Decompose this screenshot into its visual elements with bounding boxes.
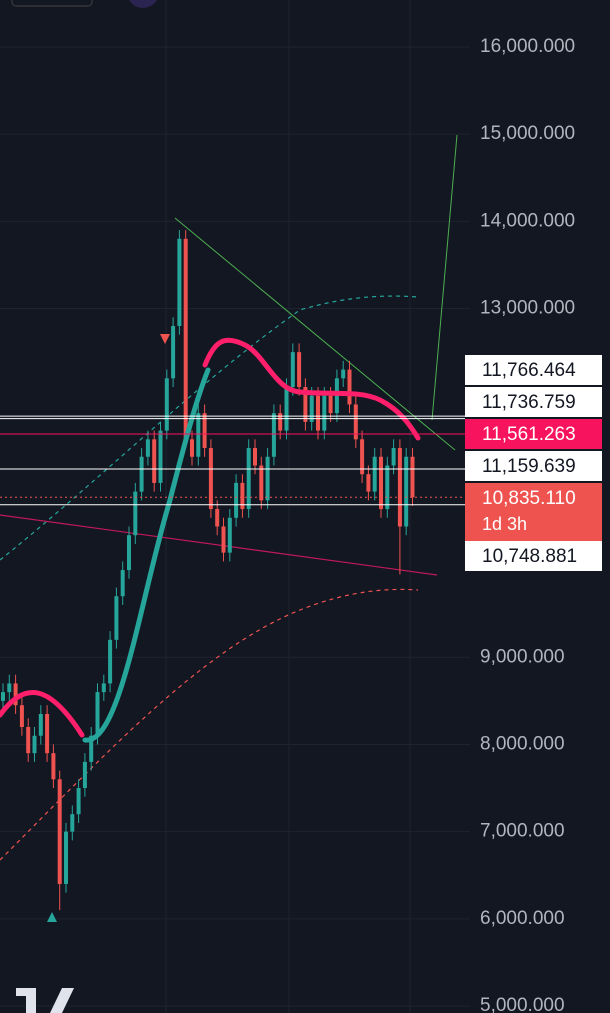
candle-body xyxy=(145,439,150,457)
price-labels: 11,766.464 11,736.759 11,561.263 11,159.639… xyxy=(0,355,602,571)
candle-body xyxy=(215,509,220,527)
candle-body xyxy=(297,352,302,388)
price-label: 10,748.881 xyxy=(482,546,577,567)
y-tick-label: 16,000.000 xyxy=(480,36,575,57)
y-tick-label: 13,000.000 xyxy=(480,298,575,319)
candle-body xyxy=(1,692,5,701)
candle-body xyxy=(290,352,295,388)
candle-body xyxy=(316,395,320,431)
candle-body xyxy=(101,683,106,693)
price-label: 10,835.110 xyxy=(482,488,576,509)
candle-body xyxy=(171,325,176,379)
candle-body xyxy=(309,395,314,422)
price-label-box xyxy=(465,387,602,417)
price-axis: 5,000.000 6,000.000 7,000.000 8,000.000 9,00… xyxy=(480,36,575,1013)
candle-body xyxy=(353,404,358,440)
candle-body xyxy=(51,753,56,780)
price-label-box xyxy=(465,419,602,449)
candle-body xyxy=(38,713,43,736)
candle-body xyxy=(379,456,383,510)
price-label-box xyxy=(465,541,602,571)
logo xyxy=(16,988,74,1013)
candle-body xyxy=(190,439,194,457)
candle-body xyxy=(234,482,239,518)
candle-body xyxy=(45,713,50,754)
candle-body xyxy=(360,439,365,475)
candle-body xyxy=(227,517,232,553)
price-label-box xyxy=(465,483,602,543)
candle-body xyxy=(246,448,251,510)
candle-body xyxy=(208,448,213,510)
candle-body xyxy=(70,814,75,832)
candle-body xyxy=(259,465,264,501)
candle-body xyxy=(89,735,94,762)
candle-body xyxy=(391,448,396,466)
candle-body xyxy=(76,788,81,815)
y-tick-label: 9,000.000 xyxy=(480,646,565,667)
y-tick-label: 14,000.000 xyxy=(480,210,575,231)
candle-body xyxy=(120,570,125,597)
candle-body xyxy=(366,474,371,492)
y-tick-label: 6,000.000 xyxy=(480,908,565,929)
candle-body xyxy=(328,395,333,414)
grid-group xyxy=(0,46,470,1007)
candle-body xyxy=(240,482,245,510)
candle-body xyxy=(278,413,283,431)
price-label-box xyxy=(465,451,602,481)
countdown: 1d 3h xyxy=(482,514,527,534)
price-label: 11,736.759 xyxy=(482,392,576,413)
candle-body xyxy=(284,387,289,431)
candle-body xyxy=(7,683,12,693)
candle-body xyxy=(372,456,377,492)
buy-marker xyxy=(47,912,57,922)
candle-body xyxy=(133,491,138,536)
candle-body xyxy=(64,831,68,884)
candle-body xyxy=(221,526,226,553)
candle-body xyxy=(385,465,390,510)
price-label: 11,766.464 xyxy=(482,360,576,381)
price-label: 11,159.639 xyxy=(482,456,576,477)
y-tick-label: 15,000.000 xyxy=(480,123,575,144)
candle-body xyxy=(158,430,163,483)
avatar[interactable] xyxy=(127,0,159,8)
candle-body xyxy=(265,456,270,501)
candle-body xyxy=(341,369,346,379)
candle-body xyxy=(322,395,327,431)
candle-body xyxy=(114,596,119,640)
candle-body xyxy=(57,779,62,884)
candle-body xyxy=(152,439,157,483)
candle-body xyxy=(127,535,131,571)
candle-body xyxy=(410,456,415,498)
candle-body xyxy=(108,639,113,684)
candle-body xyxy=(397,448,402,527)
candle-body xyxy=(303,387,308,422)
candle-body xyxy=(95,692,100,736)
candle-body xyxy=(19,705,24,728)
sell-marker xyxy=(160,334,170,344)
candle-body xyxy=(26,727,31,754)
candle-body xyxy=(347,369,352,405)
candle-body xyxy=(82,761,87,789)
price-label: 11,561.263 xyxy=(482,424,576,445)
candle-body xyxy=(164,378,169,431)
candle-body xyxy=(177,238,182,326)
y-tick-label: 7,000.000 xyxy=(480,821,565,842)
y-tick-label: 5,000.000 xyxy=(480,995,565,1013)
candle-body xyxy=(196,413,201,457)
candle-body xyxy=(139,456,144,492)
toolbar-button[interactable] xyxy=(11,0,93,7)
candle-body xyxy=(253,448,257,466)
candle-body xyxy=(202,413,207,449)
moving-averages xyxy=(0,337,421,743)
price-label-box xyxy=(465,355,602,385)
y-tick-label: 8,000.000 xyxy=(480,733,565,754)
candle-body xyxy=(32,735,37,754)
candle-body xyxy=(404,456,409,527)
candle-body xyxy=(13,683,18,706)
indicators xyxy=(0,134,458,861)
candles xyxy=(1,230,415,911)
candle-body xyxy=(271,413,276,457)
candle-body xyxy=(183,238,188,440)
